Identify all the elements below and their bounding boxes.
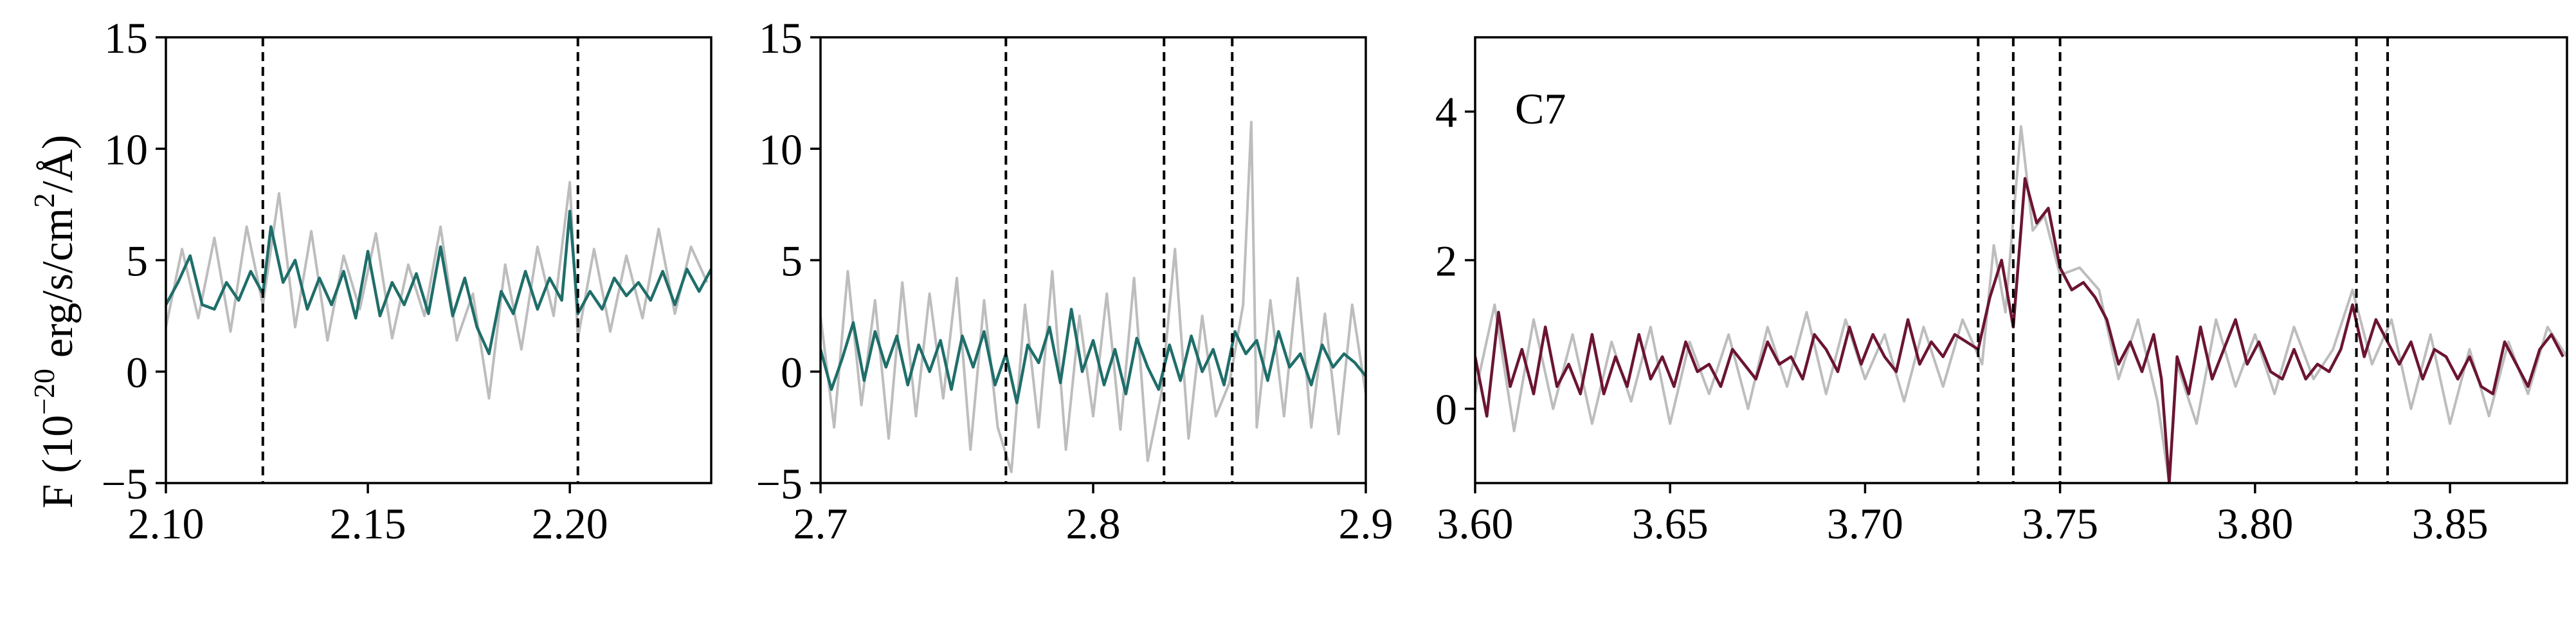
y-axis-label-exp2: 2 [28,193,60,208]
y-tick-label: 15 [759,14,803,62]
y-tick-label: 5 [126,237,148,286]
x-tick-label: 2.9 [1339,499,1393,548]
x-tick-label: 2.20 [532,499,608,548]
x-tick-label: 3.70 [1827,499,1903,548]
y-axis-label-exp: −20 [28,369,60,415]
x-tick-label: 3.80 [2217,499,2293,548]
y-axis-label-prefix: F (10 [33,415,82,508]
y-tick-label: 15 [104,14,148,62]
x-tick-label: 3.65 [1632,499,1709,548]
series-smooth-line [1475,177,2564,483]
x-tick-label: 2.8 [1066,499,1121,548]
y-tick-label: 10 [759,125,803,174]
x-tick-label: 2.15 [330,499,406,548]
y-tick-label: −5 [102,459,148,508]
series-raw-line [166,181,709,400]
x-tick-label: 3.85 [2412,499,2489,548]
y-tick-label: 2 [1435,237,1457,286]
series-smooth-line [166,210,711,356]
y-axis-label-mid: erg/s/cm [33,208,82,369]
plot-area [1475,37,2567,483]
chart-panels: 2.10 2.15 2.20 −5 0 5 10 15 2.7 2.8 2.9 −5 0 5 10 15 3.6… [102,14,2568,548]
plot-area [166,37,711,483]
series-smooth-line [821,307,1366,405]
y-tick-label: 5 [781,237,803,286]
panel-3: 3.60 3.65 3.70 3.75 3.80 3.85 0 2 4 C7 [1435,36,2568,548]
panel-1: 2.10 2.15 2.20 −5 0 5 10 15 [102,14,712,548]
y-tick-label: 4 [1435,88,1457,137]
panel-annotation: C7 [1515,84,1566,133]
panel-2: 2.7 2.8 2.9 −5 0 5 10 15 [756,14,1393,548]
y-tick-label: −5 [756,459,803,508]
y-tick-label: 0 [1435,385,1457,434]
plot-area [821,37,1366,483]
x-tick-label: 2.10 [128,499,204,548]
series-raw-line [1475,125,2567,483]
x-tick-label: 3.60 [1437,499,1514,548]
y-axis-label-suffix: /Å) [33,135,82,194]
x-tick-label: 2.7 [794,499,848,548]
series-raw-line [821,120,1366,473]
axes-frame [1474,36,2568,484]
y-tick-label: 0 [126,348,148,397]
y-tick-label: 0 [781,348,803,397]
x-tick-label: 3.75 [2022,499,2098,548]
y-tick-label: 10 [104,125,148,174]
y-axis-label: F (10−20 erg/s/cm2/Å) [28,135,82,509]
